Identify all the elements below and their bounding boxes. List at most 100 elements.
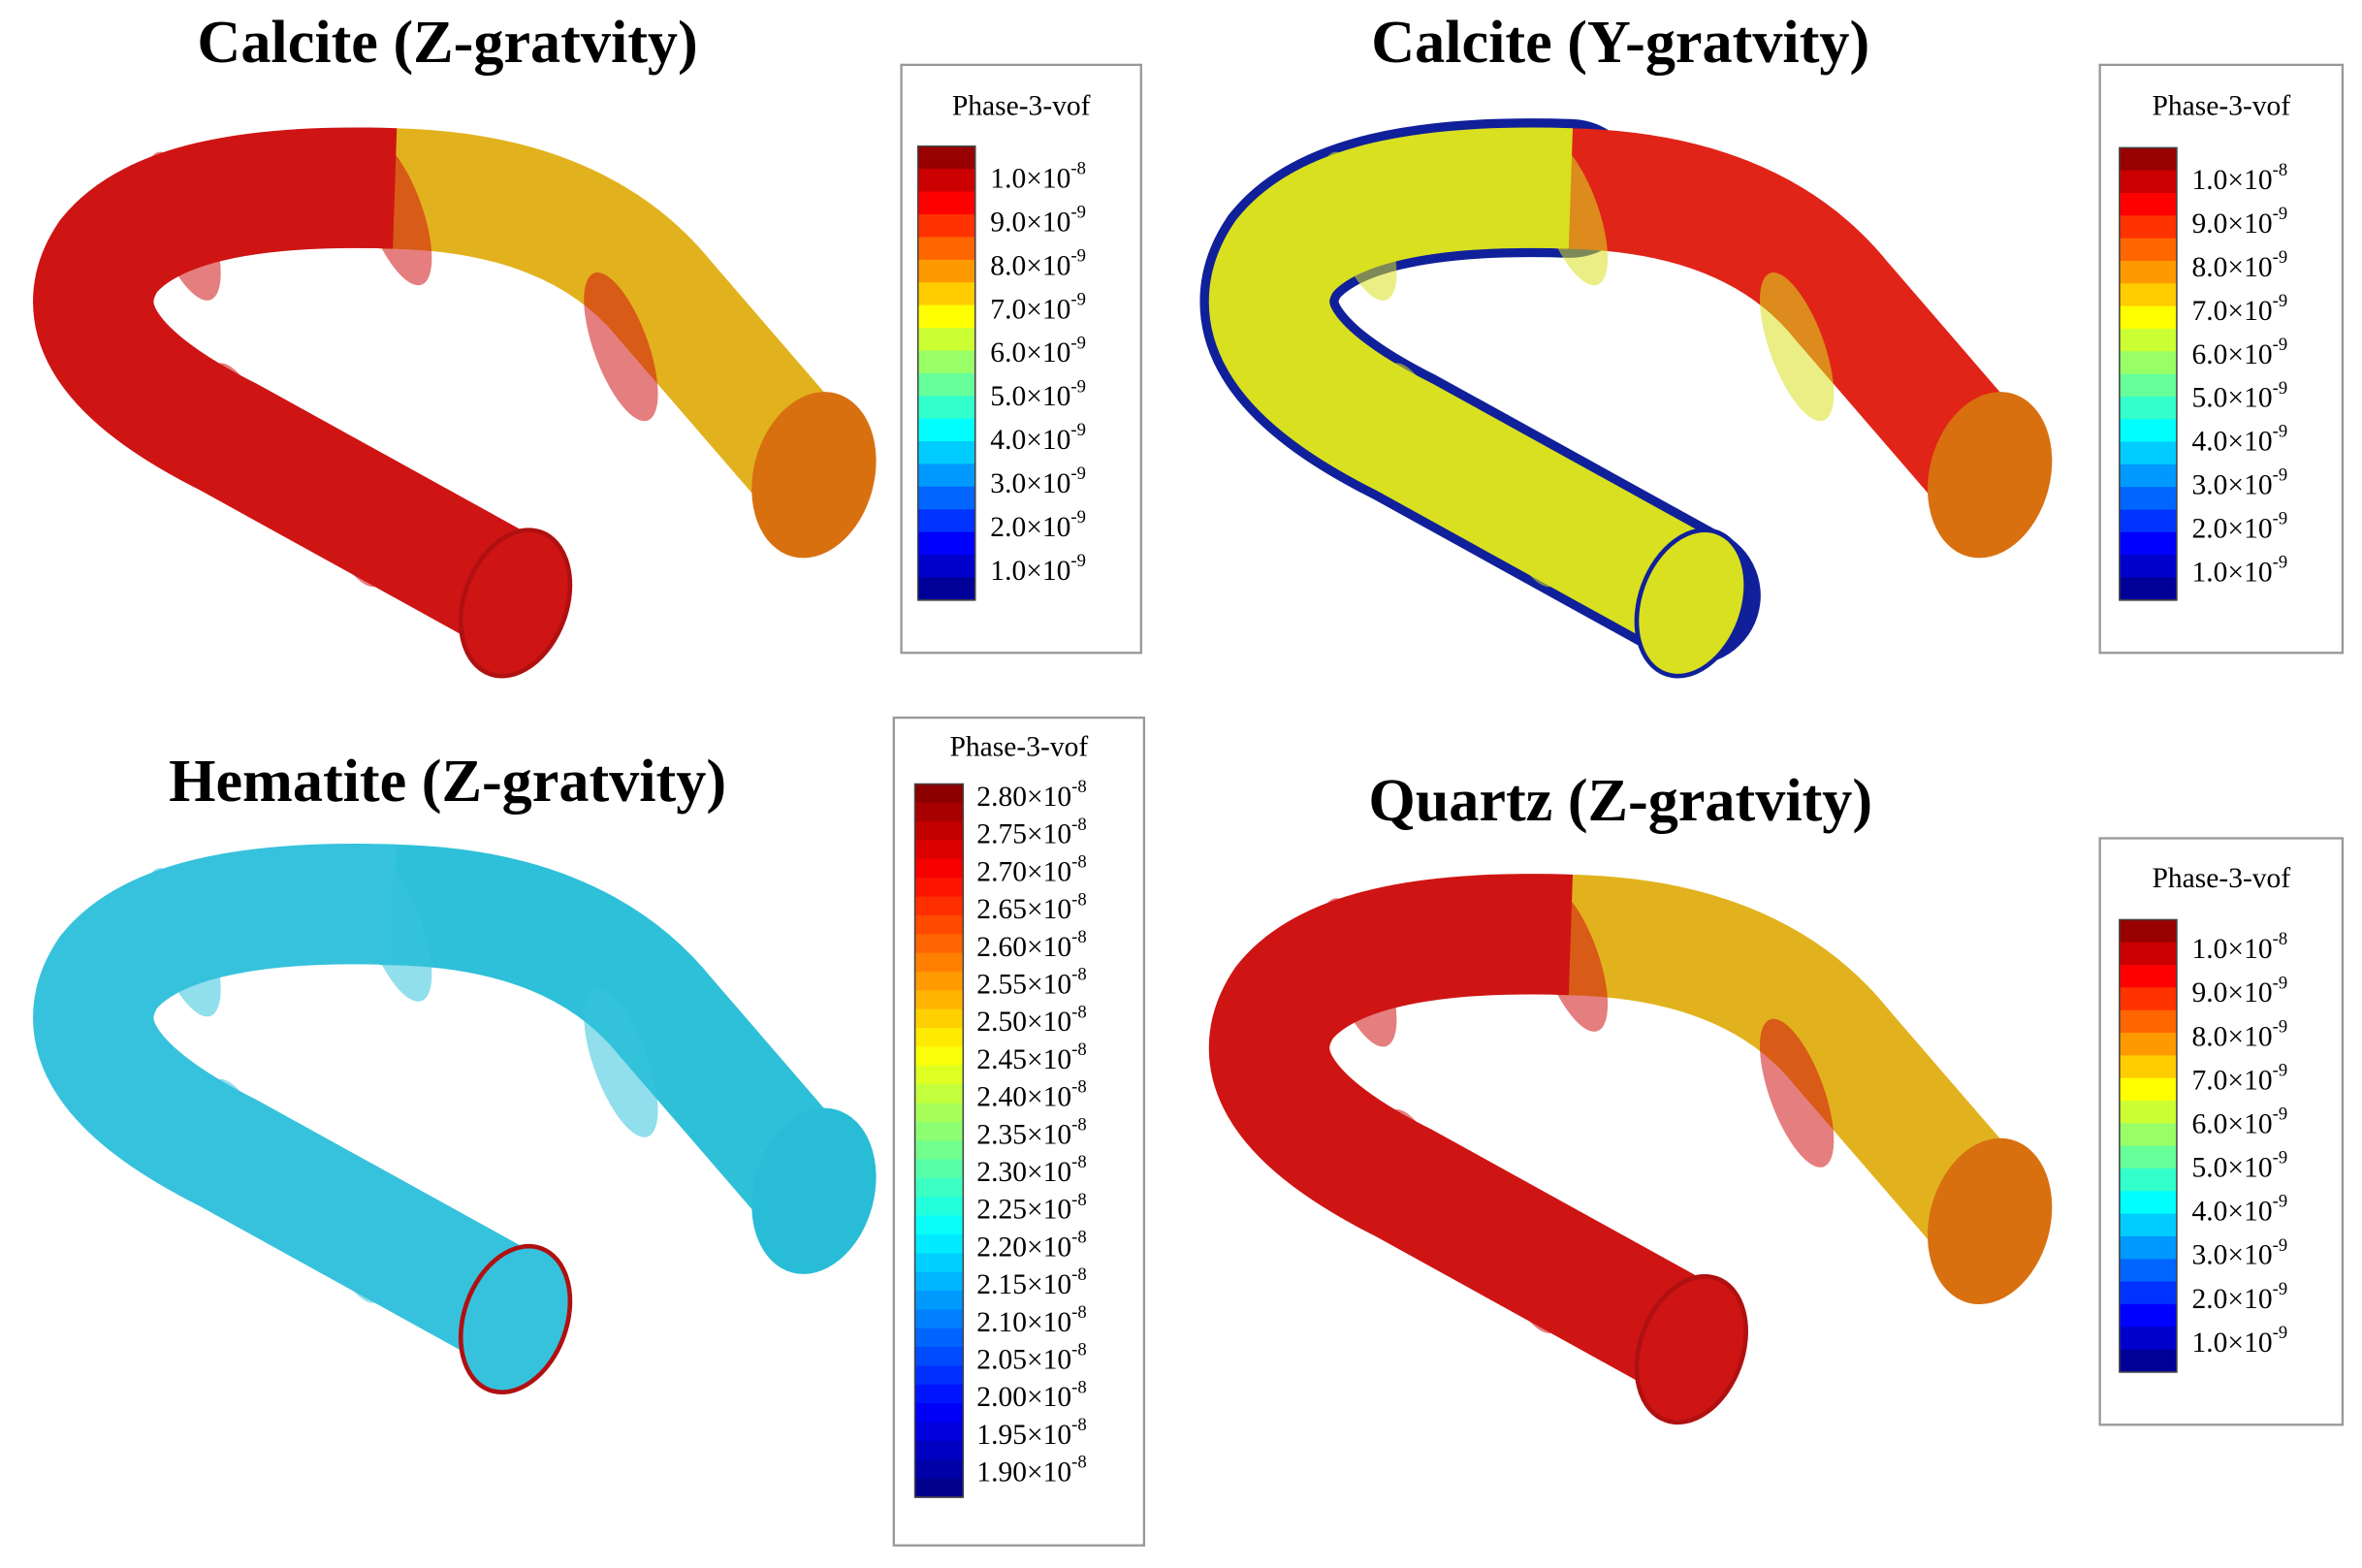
legend-label: 1.0×10-9 (2191, 553, 2287, 588)
label-mantissa: 2.35×10 (976, 1119, 1071, 1150)
colorbar-band (2119, 987, 2177, 1011)
colorbar-band (914, 1140, 964, 1161)
legend-title: Phase-3-vof (952, 91, 1091, 122)
label-mantissa: 6.0×10 (990, 337, 1070, 368)
colorbar-band (914, 1478, 964, 1498)
label-exponent: -9 (2273, 247, 2288, 268)
colorbar-band (917, 328, 975, 352)
colorbar-band (2119, 1235, 2177, 1261)
colorbar-band (914, 1084, 964, 1104)
label-mantissa: 8.0×10 (2191, 252, 2272, 283)
colorbar-band (914, 1253, 964, 1273)
label-exponent: -9 (2273, 509, 2288, 529)
pipe-flange (312, 1154, 387, 1303)
colorbar-band (914, 821, 964, 842)
panel-title: Quartz (Z-gratvity) (1368, 768, 1872, 834)
label-exponent: -9 (1070, 203, 1086, 223)
label-exponent: -9 (2273, 1148, 2288, 1168)
colorbar-band (914, 1065, 964, 1085)
pipe-flange (1759, 1018, 1835, 1168)
colorbar-band (917, 531, 975, 556)
label-mantissa: 2.45×10 (976, 1044, 1071, 1075)
colorbar-band (914, 1103, 964, 1123)
legend-label: 2.70×10-8 (976, 852, 1086, 887)
label-mantissa: 2.75×10 (976, 819, 1071, 850)
colorbar-band (914, 1046, 964, 1067)
pipe-flange (1383, 1108, 1457, 1259)
label-exponent: -9 (2273, 1192, 2288, 1212)
label-exponent: -8 (1071, 1152, 1087, 1172)
legend-label: 5.0×10-9 (990, 377, 1086, 412)
colorbar-band (914, 1197, 964, 1217)
pipe-flange (358, 137, 432, 286)
colorbar-band (2119, 351, 2177, 375)
label-exponent: -8 (1071, 1115, 1087, 1136)
colorbar-band (2119, 328, 2177, 353)
pipe-flange (207, 1078, 281, 1229)
pipe-flange (1488, 438, 1563, 588)
legend-label: 2.35×10-8 (976, 1115, 1086, 1150)
colorbar-band (917, 145, 975, 170)
colorbar-band (2119, 170, 2177, 194)
legend-label: 9.0×10-9 (2191, 204, 2287, 239)
legend-label: 2.10×10-8 (976, 1302, 1086, 1337)
legend-label: 6.0×10-9 (2191, 335, 2287, 369)
colorbar-band (914, 914, 964, 936)
legend-label: 8.0×10-9 (990, 246, 1086, 281)
pipe-render (1208, 874, 2053, 1425)
legend-label: 4.0×10-9 (990, 420, 1086, 455)
legend-label: 8.0×10-9 (2191, 247, 2287, 282)
colorbar-band (914, 1365, 964, 1386)
legend-label: 1.95×10-8 (976, 1415, 1086, 1450)
label-exponent: -9 (2273, 422, 2288, 442)
colorbar-band (2119, 419, 2177, 443)
colorbar-band (914, 1403, 964, 1424)
label-mantissa: 1.0×10 (2191, 557, 2272, 588)
label-mantissa: 9.0×10 (990, 207, 1070, 238)
label-exponent: -9 (2273, 974, 2288, 994)
label-exponent: -8 (1071, 890, 1087, 911)
label-exponent: -9 (2273, 1323, 2288, 1343)
pipe-right-leg (379, 128, 855, 507)
label-exponent: -8 (1071, 927, 1087, 947)
pipe-outlet (458, 528, 573, 679)
colorbar-band (917, 577, 975, 601)
colorbar-band (917, 418, 975, 442)
label-mantissa: 2.10×10 (976, 1307, 1071, 1338)
colorbar-band (914, 1271, 964, 1292)
colorbar-band (914, 972, 964, 992)
colorbar-band (2119, 487, 2177, 511)
colorbar-band (917, 372, 975, 397)
legend-label: 1.0×10-8 (990, 159, 1086, 194)
label-mantissa: 9.0×10 (2191, 208, 2272, 240)
colorbar-band (914, 934, 964, 954)
colorbar-band (917, 441, 975, 465)
colorbar-band (2119, 464, 2177, 488)
legend-label: 2.50×10-8 (976, 1003, 1086, 1038)
colorbar-band (2119, 441, 2177, 465)
pipe-flange (358, 852, 432, 1002)
legend-label: 6.0×10-9 (2191, 1104, 2287, 1139)
pipe-left-leg (1208, 874, 1721, 1395)
pipe-flange (1488, 1184, 1563, 1333)
pipe-flange (1533, 137, 1609, 286)
colorbar-band (914, 802, 964, 822)
colorbar-band (2119, 1077, 2177, 1102)
label-exponent: -8 (1071, 1415, 1087, 1435)
colorbar-band (2119, 260, 2177, 285)
legend-label: 7.0×10-9 (990, 290, 1086, 325)
colorbar-band (2119, 193, 2177, 217)
colorbar-band (917, 214, 975, 239)
colorbar-band (917, 282, 975, 306)
label-mantissa: 1.90×10 (976, 1456, 1071, 1488)
pipe-outlet (1927, 392, 2053, 559)
label-exponent: -8 (1071, 1190, 1087, 1210)
colorbar-band (914, 896, 964, 916)
colorbar-band (914, 1347, 964, 1367)
label-mantissa: 2.55×10 (976, 969, 1071, 1000)
label-mantissa: 2.70×10 (976, 856, 1071, 887)
label-mantissa: 2.50×10 (976, 1007, 1071, 1038)
pipe-right-leg (1554, 874, 2031, 1254)
legend-label: 6.0×10-9 (990, 334, 1086, 368)
label-mantissa: 8.0×10 (990, 250, 1070, 281)
